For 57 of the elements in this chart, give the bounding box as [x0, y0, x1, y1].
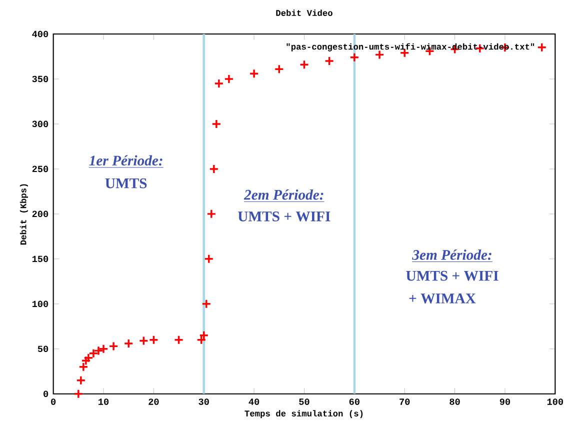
chart-title: Debit Video	[276, 10, 332, 16]
point	[88, 348, 98, 358]
point	[76, 376, 86, 386]
x-tick-label: 60	[349, 398, 360, 405]
x-tick-label: 30	[198, 398, 209, 405]
x-tick-label: 80	[450, 398, 460, 405]
point	[350, 52, 360, 62]
x-axis-title: Temps de simulation (s)	[244, 410, 363, 418]
point	[148, 335, 159, 345]
x-tick-label: 40	[248, 398, 260, 405]
point	[124, 338, 134, 348]
point	[299, 60, 310, 70]
y-tick-label: 350	[32, 76, 48, 82]
point	[274, 64, 284, 74]
y-tick-label: 150	[32, 256, 48, 262]
annotation: 3em Période:	[412, 250, 492, 260]
point	[81, 356, 91, 366]
y-tick-label: 250	[32, 166, 48, 172]
point	[78, 362, 88, 372]
x-tick-label: 10	[98, 398, 109, 405]
point	[202, 299, 212, 309]
x-tick-label: 20	[148, 398, 159, 405]
annotation: 2em Période:	[244, 189, 324, 200]
point	[214, 78, 224, 88]
annotation: UMTS	[105, 178, 147, 188]
annotation: UMTS + WIFI	[238, 212, 330, 222]
y-tick-label: 0	[44, 390, 48, 398]
x-tick-label: 100	[547, 398, 564, 405]
point	[224, 74, 234, 84]
point	[108, 341, 118, 352]
y-tick-label: 400	[32, 30, 48, 38]
point	[249, 68, 259, 79]
point	[174, 335, 184, 345]
x-tick-label: 0	[51, 398, 56, 405]
point	[206, 209, 216, 219]
x-tick-label: 70	[400, 398, 410, 405]
point	[94, 346, 104, 356]
point	[212, 119, 222, 129]
annotation: + WIMAX	[409, 294, 476, 304]
annotation: 1er Période:	[89, 155, 162, 166]
annotation: UMTS + WIFI	[406, 270, 498, 281]
y-tick-label: 300	[32, 120, 48, 128]
point	[204, 254, 214, 264]
point	[84, 353, 94, 363]
point	[74, 389, 84, 399]
point	[324, 56, 334, 66]
point	[98, 344, 108, 354]
x-tick-label: 90	[500, 398, 510, 405]
y-axis-title: Debit (Kbps)	[20, 184, 28, 245]
y-tick-label: 200	[32, 210, 48, 218]
y-tick-label: 50	[38, 346, 48, 352]
y-tick-label: 100	[32, 300, 48, 308]
point	[209, 164, 219, 174]
x-tick-label: 50	[299, 398, 310, 405]
point	[199, 330, 209, 340]
point	[196, 335, 206, 345]
point	[138, 336, 149, 346]
